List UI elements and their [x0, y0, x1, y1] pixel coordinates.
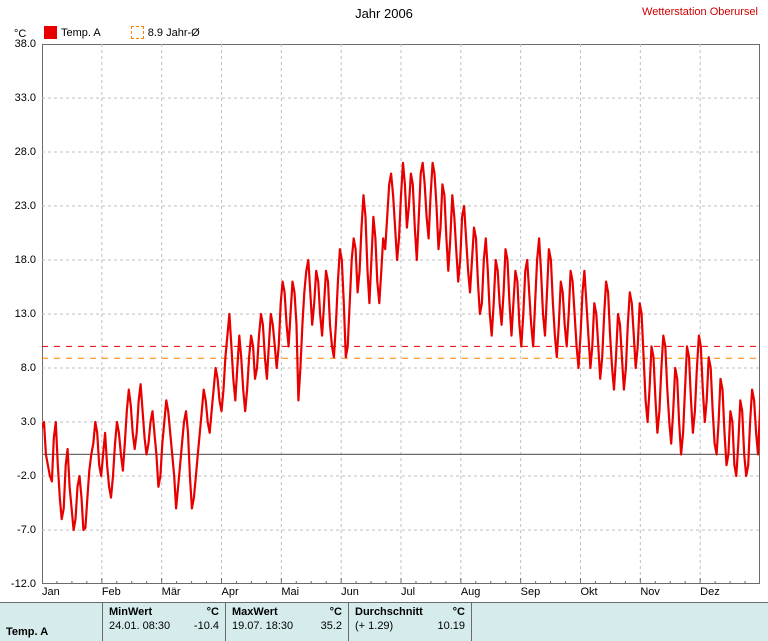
y-tick-label: 23.0 — [0, 200, 36, 212]
legend-item-temp: Temp. A — [44, 26, 101, 39]
y-tick-label: 3.0 — [0, 416, 36, 428]
stats-max-header: MaxWert — [232, 606, 278, 618]
stats-avg-header: Durchschnitt — [355, 606, 423, 618]
y-tick-label: 38.0 — [0, 38, 36, 50]
stats-max-text: 19.07. 18:30 — [232, 620, 293, 632]
x-tick-label: Nov — [640, 586, 660, 598]
x-tick-label: Aug — [461, 586, 481, 598]
plot-svg — [42, 44, 760, 584]
y-tick-label: 8.0 — [0, 362, 36, 374]
x-tick-label: Jun — [341, 586, 359, 598]
y-tick-label: 18.0 — [0, 254, 36, 266]
stats-unit: °C — [330, 606, 342, 618]
stats-min-header: MinWert — [109, 606, 152, 618]
legend: Temp. A 8.9 Jahr-Ø — [44, 26, 200, 39]
y-tick-label: 33.0 — [0, 92, 36, 104]
legend-swatch-icon — [44, 26, 57, 39]
stats-unit: °C — [207, 606, 219, 618]
legend-label: Temp. A — [61, 27, 101, 39]
stats-avg-value: 10.19 — [437, 620, 465, 632]
x-tick-label: Feb — [102, 586, 121, 598]
x-tick-label: Apr — [222, 586, 239, 598]
y-tick-label: -7.0 — [0, 524, 36, 536]
y-tick-label: 28.0 — [0, 146, 36, 158]
stats-min-value: -10.4 — [194, 620, 219, 632]
chart-window: Jahr 2006 Wetterstation Oberursel °C Tem… — [0, 0, 768, 641]
x-tick-label: Jul — [401, 586, 415, 598]
y-tick-label: 13.0 — [0, 308, 36, 320]
legend-item-avg: 8.9 Jahr-Ø — [131, 26, 200, 39]
station-label: Wetterstation Oberursel — [642, 6, 758, 18]
stats-min-text: 24.01. 08:30 — [109, 620, 170, 632]
stats-panel: Temp. A MinWert °C 24.01. 08:30 -10.4 MaxW… — [0, 602, 768, 641]
stats-max-value: 35.2 — [321, 620, 342, 632]
x-tick-label: Jan — [42, 586, 60, 598]
legend-swatch-icon — [131, 26, 144, 39]
y-tick-label: -2.0 — [0, 470, 36, 482]
stats-row-label: Temp. A — [0, 603, 103, 641]
plot-area — [42, 44, 760, 584]
legend-label: 8.9 Jahr-Ø — [148, 27, 200, 39]
x-tick-label: Mär — [162, 586, 181, 598]
x-tick-label: Mai — [281, 586, 299, 598]
x-tick-label: Sep — [521, 586, 541, 598]
stats-avg-text: (+ 1.29) — [355, 620, 393, 632]
x-tick-label: Okt — [581, 586, 598, 598]
x-tick-label: Dez — [700, 586, 720, 598]
y-tick-label: -12.0 — [0, 578, 36, 590]
stats-unit: °C — [453, 606, 465, 618]
